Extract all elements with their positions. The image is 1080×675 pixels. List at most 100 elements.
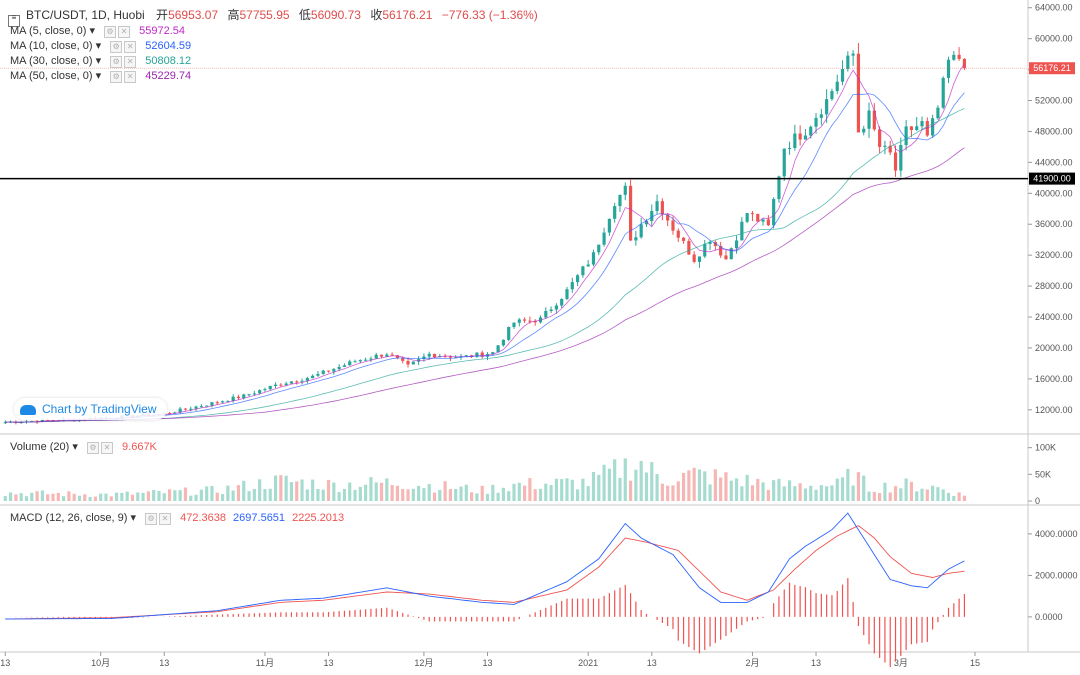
volume-bar (671, 485, 675, 501)
gear-icon[interactable]: ⚙ (104, 26, 117, 38)
low-label: 低 (298, 8, 311, 22)
indicator-value: 52604.59 (145, 40, 192, 52)
volume-bar (93, 496, 97, 501)
volume-legend[interactable]: Volume (20) ▾ ⚙ ✕ 9.667K (10, 440, 157, 454)
hamburger-icon[interactable]: ≡ (8, 14, 20, 27)
candle-body (697, 256, 702, 262)
volume-bar (152, 489, 156, 501)
candle-body (443, 356, 447, 358)
gear-icon[interactable]: ⚙ (110, 71, 123, 83)
volume-bar (183, 487, 188, 501)
chevron-down-icon[interactable]: ▾ (95, 70, 102, 82)
close-icon[interactable]: ✕ (124, 71, 137, 83)
signal-line (5, 525, 965, 620)
close-icon[interactable]: ✕ (124, 56, 137, 68)
candle-body (411, 361, 415, 365)
gear-icon[interactable]: ⚙ (145, 513, 158, 525)
volume-bar (846, 468, 850, 501)
candle-body (639, 224, 643, 238)
volume-bar (136, 492, 140, 501)
candle-body (475, 352, 479, 357)
candle-body (358, 360, 362, 362)
macd-tick-label: 0.0000 (1035, 612, 1063, 622)
indicator-value: 55972.54 (139, 25, 186, 37)
candle-body (554, 305, 558, 310)
volume-bar (772, 480, 776, 501)
gear-icon[interactable]: ⚙ (110, 41, 123, 53)
candle-body (480, 352, 484, 357)
candle-body (279, 384, 283, 386)
chevron-down-icon[interactable]: ▾ (95, 40, 102, 52)
candle-body (782, 148, 786, 177)
candle-body (565, 289, 569, 299)
macd-tick-label: 4000.0000 (1035, 529, 1078, 539)
indicator-label: MA (50, close, 0) (10, 70, 93, 82)
volume-bar (162, 493, 166, 501)
indicator-ma50[interactable]: MA (50, close, 0) ▾ ⚙ ✕ 45229.74 (10, 69, 191, 83)
volume-bar (512, 483, 516, 501)
tradingview-watermark[interactable]: Chart by TradingView (14, 398, 167, 420)
candle-body (289, 381, 294, 384)
volume-bar (242, 480, 246, 501)
price-marker-label: 56176.21 (1033, 63, 1071, 73)
volume-bar (931, 485, 935, 501)
indicator-ma10[interactable]: MA (10, close, 0) ▾ ⚙ ✕ 52604.59 (10, 39, 191, 53)
candle-body (909, 126, 914, 130)
candle-body (332, 369, 336, 372)
candle-body (544, 310, 548, 318)
volume-bar (766, 489, 770, 501)
volume-bar (856, 472, 861, 501)
chevron-down-icon[interactable]: ▾ (89, 25, 96, 37)
close-icon[interactable]: ✕ (118, 26, 131, 38)
candle-body (401, 358, 405, 361)
volume-bar (862, 475, 866, 501)
price-tick-label: 24000.00 (1035, 312, 1073, 322)
price-tick-label: 16000.00 (1035, 374, 1073, 384)
candle-body (809, 126, 813, 136)
close-icon[interactable]: ✕ (100, 442, 113, 454)
volume-bar (713, 469, 717, 501)
volume-bar (284, 475, 288, 501)
close-icon[interactable]: ✕ (159, 513, 172, 525)
candle-body (931, 118, 935, 136)
gear-icon[interactable]: ⚙ (110, 56, 123, 68)
volume-bar (321, 489, 325, 501)
volume-bar (14, 494, 18, 501)
volume-bar (220, 494, 225, 501)
indicator-label: MA (5, close, 0) (10, 25, 87, 37)
volume-bar (777, 478, 781, 501)
macd-legend[interactable]: MACD (12, 26, close, 9) ▾ ⚙ ✕ 472.3638 26… (10, 511, 344, 525)
symbol-label[interactable]: BTC/USDT, 1D, Huobi (26, 8, 145, 22)
volume-bar (787, 480, 792, 501)
close-icon[interactable]: ✕ (124, 41, 137, 53)
volume-bar (920, 488, 924, 501)
chevron-down-icon[interactable]: ▾ (95, 55, 102, 67)
volume-bar (464, 484, 468, 501)
volume-bar (798, 483, 802, 501)
candle-body (613, 206, 617, 219)
volume-bar (178, 490, 182, 501)
candle-body (660, 201, 664, 215)
volume-bar (210, 485, 214, 501)
candle-body (798, 133, 802, 140)
volume-bar (385, 478, 389, 501)
candle-body (734, 240, 739, 249)
tradingview-logo-icon (20, 404, 36, 415)
volume-bar (803, 488, 808, 501)
volume-bar (909, 481, 914, 501)
candle-body (628, 185, 633, 241)
volume-bar (114, 492, 119, 501)
volume-bar (46, 494, 50, 501)
chevron-down-icon[interactable]: ▾ (130, 512, 136, 524)
indicator-ma5[interactable]: MA (5, close, 0) ▾ ⚙ ✕ 55972.54 (10, 24, 185, 38)
volume-bar (83, 494, 87, 501)
chevron-down-icon[interactable]: ▾ (72, 441, 78, 453)
volume-bar (56, 492, 60, 501)
volume-bar (258, 479, 262, 501)
indicator-ma30[interactable]: MA (30, close, 0) ▾ ⚙ ✕ 50808.12 (10, 54, 191, 68)
volume-bar (867, 491, 871, 501)
gear-icon[interactable]: ⚙ (86, 442, 99, 454)
open-value: 56953.07 (168, 8, 219, 22)
candle-body (761, 219, 765, 222)
